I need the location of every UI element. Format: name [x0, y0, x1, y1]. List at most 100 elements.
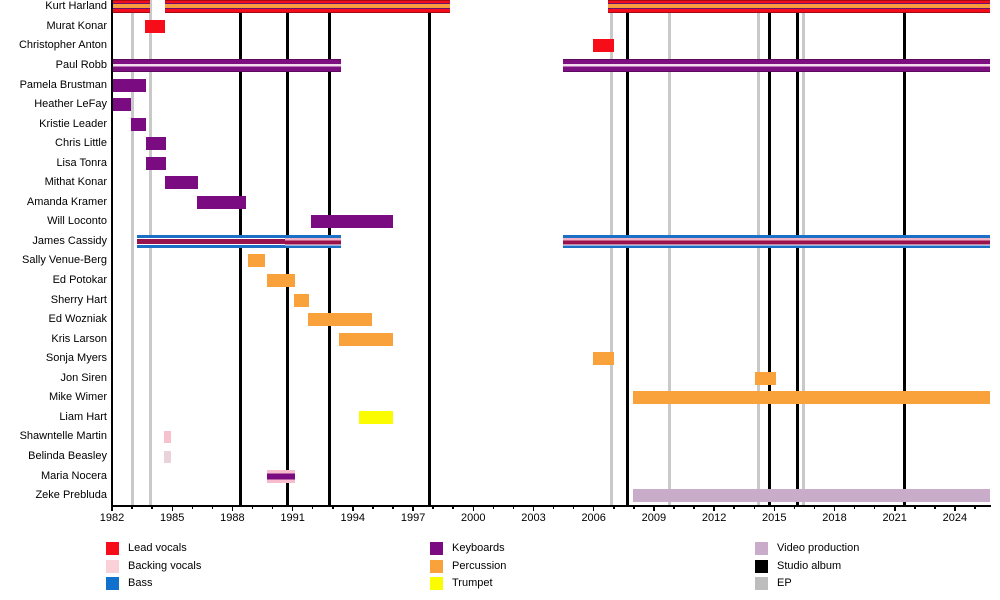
timeline-bar	[607, 0, 990, 14]
timeline-bar	[112, 98, 132, 111]
axis-tick	[271, 505, 274, 509]
axis-tick	[773, 505, 776, 511]
timeline-bar	[338, 332, 393, 346]
timeline-bar	[307, 313, 372, 327]
axis-tick-label: 2009	[641, 512, 667, 524]
timeline-bar	[266, 274, 295, 287]
timeline-bar	[165, 176, 199, 190]
member-name: James Cassidy	[32, 234, 107, 247]
axis-tick	[392, 505, 394, 509]
axis-tick-label: 2000	[461, 512, 486, 524]
legend-label: Percussion	[452, 559, 507, 572]
album-line	[286, 0, 290, 505]
timeline-bar	[632, 489, 990, 503]
album-line	[767, 0, 771, 505]
member-name: Kris Larson	[51, 332, 107, 345]
axis-tick	[833, 505, 836, 511]
timeline-bar	[146, 137, 167, 151]
timeline-bar	[197, 195, 247, 209]
y-axis-line	[111, 0, 113, 506]
member-name: Belinda Beasley	[28, 450, 107, 462]
legend-swatch-trumpet	[430, 577, 443, 590]
axis-tick-label: 2006	[581, 512, 606, 524]
member-name: Maria Nocera	[40, 469, 107, 482]
ep-line	[756, 0, 760, 505]
timeline-bar	[137, 234, 285, 248]
axis-tick	[512, 505, 515, 509]
axis-tick	[853, 505, 856, 509]
axis-tick	[211, 505, 214, 509]
axis-tick-label: 1988	[220, 512, 245, 524]
member-name: Sonja Myers	[45, 352, 107, 365]
member-name: Paul Robb	[55, 59, 107, 71]
timeline-bar	[266, 469, 295, 483]
axis-tick	[753, 505, 755, 509]
timeline-bar	[592, 39, 614, 53]
axis-tick	[231, 505, 234, 511]
axis-tick	[873, 505, 876, 509]
axis-tick	[974, 505, 976, 509]
axis-tick	[492, 505, 495, 509]
legend-label: Studio album	[777, 559, 842, 572]
timeline-bar	[293, 293, 309, 307]
legend-swatch-percussion	[430, 559, 443, 573]
axis-tick	[251, 505, 254, 509]
ep-line	[610, 0, 614, 505]
timeline-bar	[284, 234, 341, 249]
member-name: Sally Venue-Berg	[22, 254, 107, 267]
member-name: Zeke Prebluda	[35, 489, 107, 502]
axis-tick	[613, 505, 615, 509]
legend-swatch-bass	[106, 577, 119, 590]
legend-label: Backing vocals	[128, 559, 202, 572]
ep-line	[801, 0, 805, 505]
member-name: Christopher Anton	[18, 39, 107, 52]
timeline-bar	[164, 450, 172, 463]
timeline-bar	[592, 352, 614, 366]
axis-tick-label: 2012	[701, 512, 727, 524]
timeline-bar	[164, 430, 172, 443]
x-axis-line	[112, 505, 991, 507]
timeline-bar	[112, 59, 341, 72]
legend-swatch-keyboards	[430, 542, 443, 555]
timeline-bar	[358, 410, 393, 424]
member-name: Mithat Konar	[44, 176, 107, 189]
axis-tick	[673, 505, 675, 509]
timeline-bar	[247, 254, 265, 268]
legend-label: Keyboards	[452, 542, 505, 554]
axis-tick	[793, 505, 796, 509]
member-name: Heather LeFay	[34, 98, 107, 110]
member-name: Jon Siren	[60, 371, 107, 384]
axis-tick	[191, 505, 193, 509]
member-name: Ed Potokar	[52, 274, 107, 286]
member-name: Kristie Leader	[39, 117, 107, 130]
member-name: Pamela Brustman	[19, 78, 107, 91]
timeline-bar	[112, 78, 147, 92]
axis-tick-label: 2003	[521, 512, 546, 524]
axis-tick	[432, 505, 434, 509]
timeline-bar	[146, 156, 167, 170]
legend-swatch-lead-vocals	[106, 542, 119, 555]
axis-tick-label: 2021	[882, 512, 907, 524]
legend-label: Bass	[128, 577, 153, 589]
axis-tick	[633, 505, 635, 509]
album-line	[238, 0, 242, 505]
axis-tick	[151, 505, 153, 509]
axis-tick	[291, 505, 294, 511]
member-name: Sherry Hart	[50, 293, 107, 306]
timeline-bar	[112, 0, 151, 14]
member-name: Ed Wozniak	[48, 313, 108, 326]
legend-label: Lead vocals	[128, 542, 187, 554]
album-line	[903, 0, 907, 505]
axis-tick	[894, 505, 896, 511]
timeline-bar	[632, 391, 990, 405]
timeline-bar	[131, 117, 147, 131]
axis-tick	[131, 505, 133, 509]
axis-tick-label: 1997	[400, 512, 426, 524]
legend-swatch-video-production	[755, 542, 768, 555]
member-name: Murat Konar	[46, 19, 107, 32]
album-line	[795, 0, 799, 505]
axis-tick	[332, 505, 334, 509]
member-name: Amanda Kramer	[26, 195, 107, 208]
axis-tick	[412, 505, 414, 511]
timeline-bar	[562, 234, 991, 249]
